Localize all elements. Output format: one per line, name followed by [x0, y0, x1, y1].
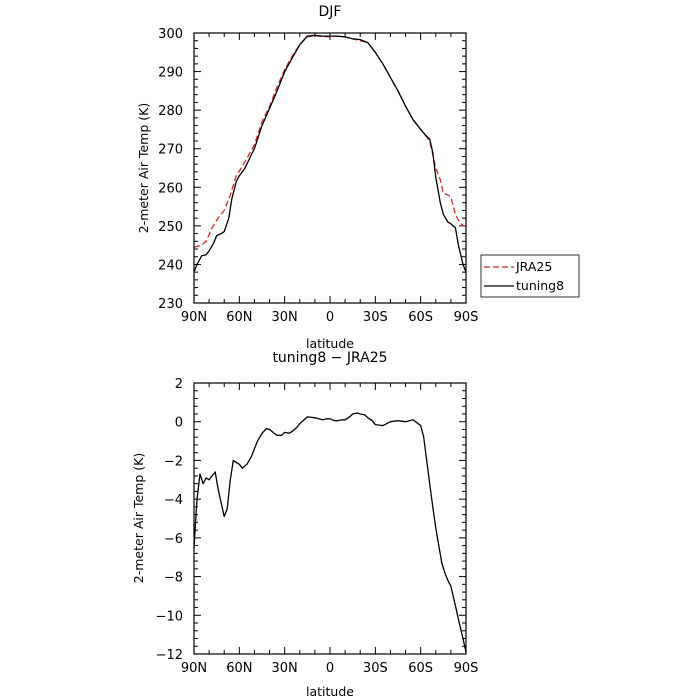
x-tick-label: 30S	[363, 661, 388, 676]
series-line-tuning8	[193, 34, 467, 273]
plot-series	[193, 34, 467, 273]
y-tick-label: 250	[158, 220, 183, 235]
legend: JRA25 tuning8	[480, 254, 580, 298]
y-axis-label: 2-meter Air Temp (K)	[136, 103, 151, 233]
x-tick-label: 90N	[181, 310, 207, 325]
y-tick-label: 240	[158, 258, 183, 273]
plot-frame	[193, 382, 467, 655]
chart-title: tuning8 − JRA25	[272, 350, 387, 366]
y-tick-label: 230	[158, 297, 183, 312]
chart-difference: tuning8 − JRA25 90N 60N 30N 0 30S 60S 90S −12−…	[131, 350, 478, 699]
y-tick-label: 270	[158, 143, 183, 158]
y-tick-label: 0	[175, 416, 183, 431]
y-tick-label: 2	[175, 377, 183, 392]
x-tick-label: 90S	[454, 661, 479, 676]
x-tick-label: 60N	[226, 661, 252, 676]
x-tick-labels: 90N 60N 30N 0 30S 60S 90S	[181, 310, 479, 325]
x-tick-label: 30S	[363, 310, 388, 325]
y-tick-label: 280	[158, 104, 183, 119]
x-axis-label: latitude	[306, 336, 354, 351]
x-tick-label: 60S	[408, 661, 433, 676]
legend-label-tuning8: tuning8	[516, 278, 564, 293]
x-axis-label: latitude	[306, 684, 354, 699]
y-tick-label: −12	[156, 648, 183, 663]
y-tick-label: −2	[164, 454, 183, 469]
y-tick-labels: 230 240 250 260 270 280 290 300	[158, 27, 183, 312]
axis-ticks	[193, 32, 467, 304]
x-tick-label: 0	[326, 310, 334, 325]
y-tick-label: −6	[164, 532, 183, 547]
legend-label-jra25: JRA25	[515, 259, 552, 274]
plot-series	[193, 412, 467, 653]
y-tick-label: 290	[158, 66, 183, 81]
y-tick-labels: −12 −10 −8 −6 −4 −2 0 2	[156, 377, 183, 663]
y-axis-label: 2-meter Air Temp (K)	[131, 453, 146, 583]
y-tick-label: −8	[164, 571, 183, 586]
legend-box	[480, 254, 580, 298]
x-tick-label: 60N	[226, 310, 252, 325]
x-tick-labels: 90N 60N 30N 0 30S 60S 90S	[181, 661, 479, 676]
x-tick-label: 30N	[272, 310, 298, 325]
y-tick-label: 260	[158, 181, 183, 196]
x-tick-label: 30N	[272, 661, 298, 676]
x-tick-label: 0	[326, 661, 334, 676]
x-tick-label: 60S	[408, 310, 433, 325]
series-line-difference	[193, 412, 467, 653]
axis-ticks	[193, 382, 467, 655]
x-tick-label: 90N	[181, 661, 207, 676]
chart-djf: DJF 90N 60N 30N 0 30S 60S 90S 2302402502602702…	[136, 4, 580, 351]
y-tick-label: 300	[158, 27, 183, 42]
plot-frame	[193, 32, 467, 304]
y-tick-label: −4	[164, 493, 183, 508]
x-tick-label: 90S	[454, 310, 479, 325]
chart-title: DJF	[319, 4, 342, 20]
series-line-jra25	[193, 35, 466, 248]
y-tick-label: −10	[156, 609, 183, 624]
